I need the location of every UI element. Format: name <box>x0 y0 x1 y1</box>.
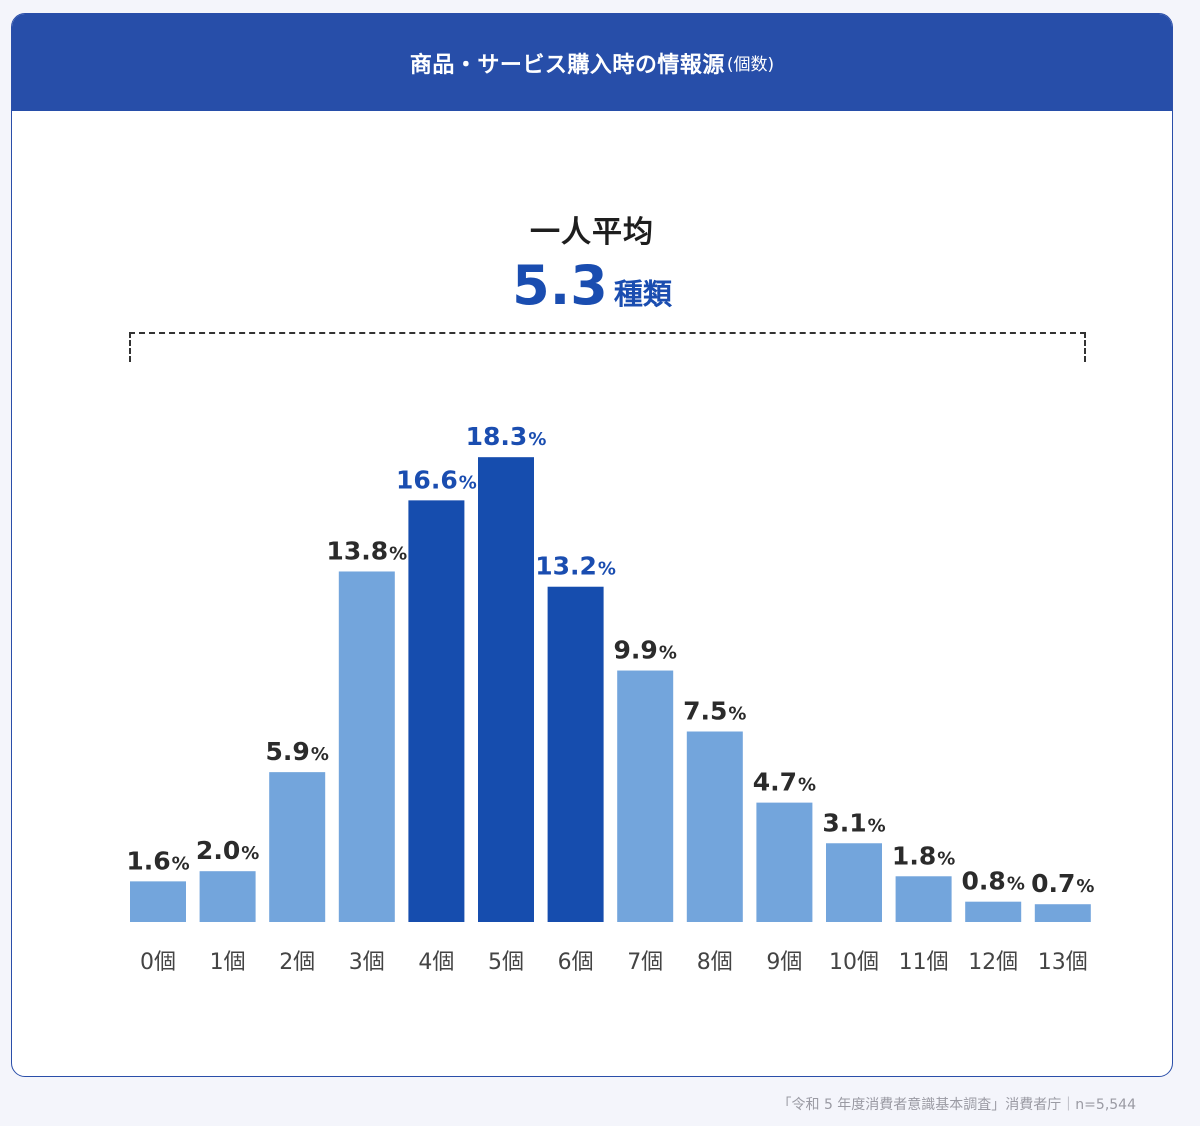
value-number-3: 13.8 <box>326 536 388 565</box>
value-number-12: 0.8 <box>962 867 1006 896</box>
bar-8 <box>686 731 743 922</box>
value-label-4: 16.6% <box>396 465 477 494</box>
value-unit-3: % <box>389 543 407 564</box>
value-number-13: 0.7 <box>1031 869 1075 898</box>
value-unit-7: % <box>659 643 677 664</box>
category-label-3: 3個 <box>349 950 385 975</box>
value-label-0: 1.6% <box>126 846 189 875</box>
bar-11 <box>895 876 952 922</box>
category-label-0: 0個 <box>140 950 176 975</box>
value-label-5: 18.3% <box>466 422 547 451</box>
bar-6 <box>547 586 604 922</box>
average-value: 5.3 <box>512 254 608 317</box>
value-label-11: 1.8% <box>892 841 955 870</box>
category-label-1: 1個 <box>210 950 246 975</box>
dashed-bracket <box>129 332 1086 362</box>
value-label-7: 9.9% <box>614 636 677 665</box>
value-label-2: 5.9% <box>266 737 329 766</box>
value-label-9: 4.7% <box>753 768 816 797</box>
category-label-10: 10個 <box>829 950 879 975</box>
category-label-2: 2個 <box>279 950 315 975</box>
bar-7 <box>617 670 674 922</box>
average-value-row: 5.3 種類 <box>12 254 1172 317</box>
value-unit-2: % <box>311 744 329 765</box>
chart-title: 商品・サービス購入時の情報源 <box>409 52 725 78</box>
value-number-10: 3.1 <box>822 808 866 837</box>
value-number-11: 1.8 <box>892 841 936 870</box>
value-number-6: 13.2 <box>535 552 597 581</box>
value-label-8: 7.5% <box>683 697 746 726</box>
value-unit-13: % <box>1076 876 1094 897</box>
value-unit-4: % <box>459 472 477 493</box>
category-label-8: 8個 <box>697 950 733 975</box>
value-number-0: 1.6 <box>126 846 170 875</box>
average-label: 一人平均 <box>530 215 654 250</box>
value-number-5: 18.3 <box>466 422 528 451</box>
value-unit-10: % <box>868 815 886 836</box>
category-label-4: 4個 <box>418 950 454 975</box>
value-number-2: 5.9 <box>266 737 310 766</box>
bar-13 <box>1034 904 1091 922</box>
category-label-13: 13個 <box>1038 950 1088 975</box>
chart-card: 商品・サービス購入時の情報源 (個数) 一人平均 5.3 種類 1.6% 0個 2.0%… <box>11 13 1173 1077</box>
value-label-1: 2.0% <box>196 836 259 865</box>
value-label-3: 13.8% <box>326 536 407 565</box>
bar-9 <box>756 802 813 922</box>
value-number-1: 2.0 <box>196 836 240 865</box>
value-unit-12: % <box>1007 874 1025 895</box>
category-label-5: 5個 <box>488 950 524 975</box>
value-unit-6: % <box>598 559 616 580</box>
bar-5 <box>478 457 534 922</box>
value-unit-0: % <box>172 853 190 874</box>
bar-10 <box>826 843 882 922</box>
bar-3 <box>338 571 395 922</box>
bar-chart: 1.6% 0個 2.0% 1個 5.9% 2個 13.8% 3個 16.6% 4個 18.3% 5個 1… <box>126 422 1094 975</box>
value-number-4: 16.6 <box>396 465 458 494</box>
value-label-6: 13.2% <box>535 552 616 581</box>
value-unit-1: % <box>241 843 259 864</box>
category-label-7: 7個 <box>627 950 663 975</box>
value-number-9: 4.7 <box>753 768 797 797</box>
category-label-6: 6個 <box>558 950 594 975</box>
bar-2 <box>269 772 326 922</box>
value-label-10: 3.1% <box>822 808 885 837</box>
card-header: 商品・サービス購入時の情報源 (個数) <box>12 14 1172 111</box>
value-number-7: 9.9 <box>614 636 658 665</box>
value-label-12: 0.8% <box>962 867 1025 896</box>
value-unit-9: % <box>798 775 816 796</box>
bar-0 <box>130 881 186 922</box>
category-label-12: 12個 <box>968 950 1018 975</box>
value-unit-8: % <box>728 704 746 725</box>
category-label-11: 11個 <box>899 950 949 975</box>
bar-1 <box>199 871 256 922</box>
value-label-13: 0.7% <box>1031 869 1094 898</box>
bar-4 <box>408 500 465 922</box>
source-note: 「令和 5 年度消費者意識基本調査」消費者庁｜n=5,544 <box>777 1097 1137 1113</box>
chart-title-suffix: (個数) <box>726 55 775 75</box>
value-unit-5: % <box>528 429 546 450</box>
category-label-9: 9個 <box>766 950 802 975</box>
value-number-8: 7.5 <box>683 697 727 726</box>
bar-12 <box>965 901 1022 922</box>
value-unit-11: % <box>937 848 955 869</box>
average-unit: 種類 <box>613 277 672 311</box>
